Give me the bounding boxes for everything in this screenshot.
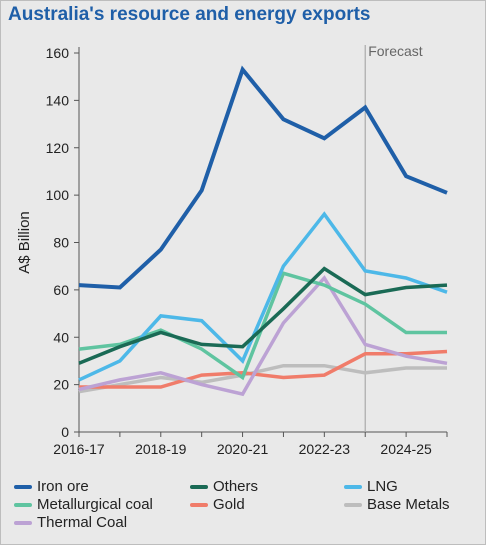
y-tick-label: 140 bbox=[46, 92, 70, 108]
forecast-label: Forecast bbox=[368, 43, 423, 59]
y-axis-label: A$ Billion bbox=[16, 211, 33, 274]
x-tick-label: 2016-17 bbox=[53, 441, 105, 457]
legend-item-gold: Gold bbox=[190, 496, 245, 513]
legend-item-lng: LNG bbox=[344, 478, 398, 495]
legend-label: Others bbox=[213, 478, 259, 495]
y-tick-label: 60 bbox=[53, 282, 69, 298]
legend-swatch bbox=[14, 484, 32, 489]
legend-item-base-metals: Base Metals bbox=[344, 496, 450, 513]
y-tick-label: 80 bbox=[53, 235, 69, 251]
legend-item-iron-ore: Iron ore bbox=[14, 478, 89, 495]
chart-title: Australia's resource and energy exports bbox=[8, 4, 371, 25]
y-tick-label: 40 bbox=[53, 329, 69, 345]
legend-label: Base Metals bbox=[367, 496, 450, 513]
legend-item-others: Others bbox=[190, 478, 258, 495]
x-tick-label: 2022-23 bbox=[299, 441, 351, 457]
legend-swatch bbox=[344, 502, 362, 507]
legend-item-metallurgical-coal: Metallurgical coal bbox=[14, 496, 153, 513]
series-line-gold bbox=[79, 349, 448, 389]
y-tick-label: 0 bbox=[61, 424, 69, 440]
series-line-others bbox=[78, 266, 448, 365]
chart-legend: Iron ore Others LNG Metallurgical coal Gold B… bbox=[14, 478, 484, 538]
legend-swatch bbox=[190, 502, 208, 507]
legend-swatch bbox=[14, 520, 32, 525]
series-line-iron-ore bbox=[78, 65, 448, 290]
legend-label: Gold bbox=[213, 496, 245, 513]
legend-swatch bbox=[190, 484, 208, 489]
legend-label: Iron ore bbox=[37, 478, 89, 495]
x-tick-label: 2024-25 bbox=[380, 441, 432, 457]
y-tick-label: 20 bbox=[53, 377, 69, 393]
x-tick-label: 2018-19 bbox=[135, 441, 187, 457]
legend-label: LNG bbox=[367, 478, 398, 495]
series-line-base-metals bbox=[78, 363, 447, 394]
y-tick-label: 100 bbox=[46, 187, 70, 203]
legend-label: Metallurgical coal bbox=[37, 496, 153, 513]
legend-label: Thermal Coal bbox=[37, 514, 128, 531]
legend-swatch bbox=[14, 502, 32, 507]
legend-item-thermal-coal: Thermal Coal bbox=[14, 514, 127, 531]
legend-swatch bbox=[344, 484, 362, 489]
series-line-thermal-coal bbox=[78, 275, 448, 397]
y-tick-label: 120 bbox=[46, 140, 70, 156]
x-tick-label: 2020-21 bbox=[217, 441, 269, 457]
y-tick-label: 160 bbox=[46, 45, 70, 61]
